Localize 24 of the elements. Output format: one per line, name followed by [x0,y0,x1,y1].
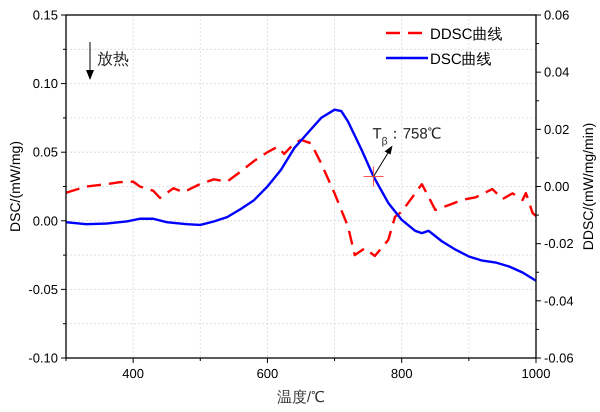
annotation: T$_{β}$：758℃ [372,125,442,148]
y2-tick-label: 0.02 [544,122,570,137]
legend-label: DDSC曲线 [430,26,503,43]
y2-tick-label: 0.04 [544,64,570,80]
y-tick-label: 0.00 [32,213,58,228]
y2-tick-label: 0.00 [544,179,570,194]
y2-tick-label: -0.02 [544,236,574,252]
x-tick-label: 600 [256,366,278,381]
annotation: 放热 [97,51,129,68]
y-tick-label: 0.05 [32,144,58,160]
legend-label: DSC曲线 [430,51,492,68]
y-tick-label: 0.10 [32,76,58,92]
y-tick-label: -0.05 [28,282,58,297]
y2-tick-label: -0.06 [544,350,574,366]
x-axis-title: 温度/℃ [276,389,326,406]
y2-axis-title: DDSC/(mW/mg/min) [580,122,596,250]
y-tick-label: 0.15 [32,8,58,22]
y-tick-label: -0.10 [28,350,58,366]
x-tick-label: 1000 [522,366,550,381]
y2-tick-label: -0.04 [544,293,574,308]
y2-tick-label: 0.06 [544,8,570,22]
x-tick-label: 400 [122,366,144,381]
y-axis-title: DSC/(mW/mg) [7,141,23,232]
x-tick-label: 800 [390,366,413,381]
